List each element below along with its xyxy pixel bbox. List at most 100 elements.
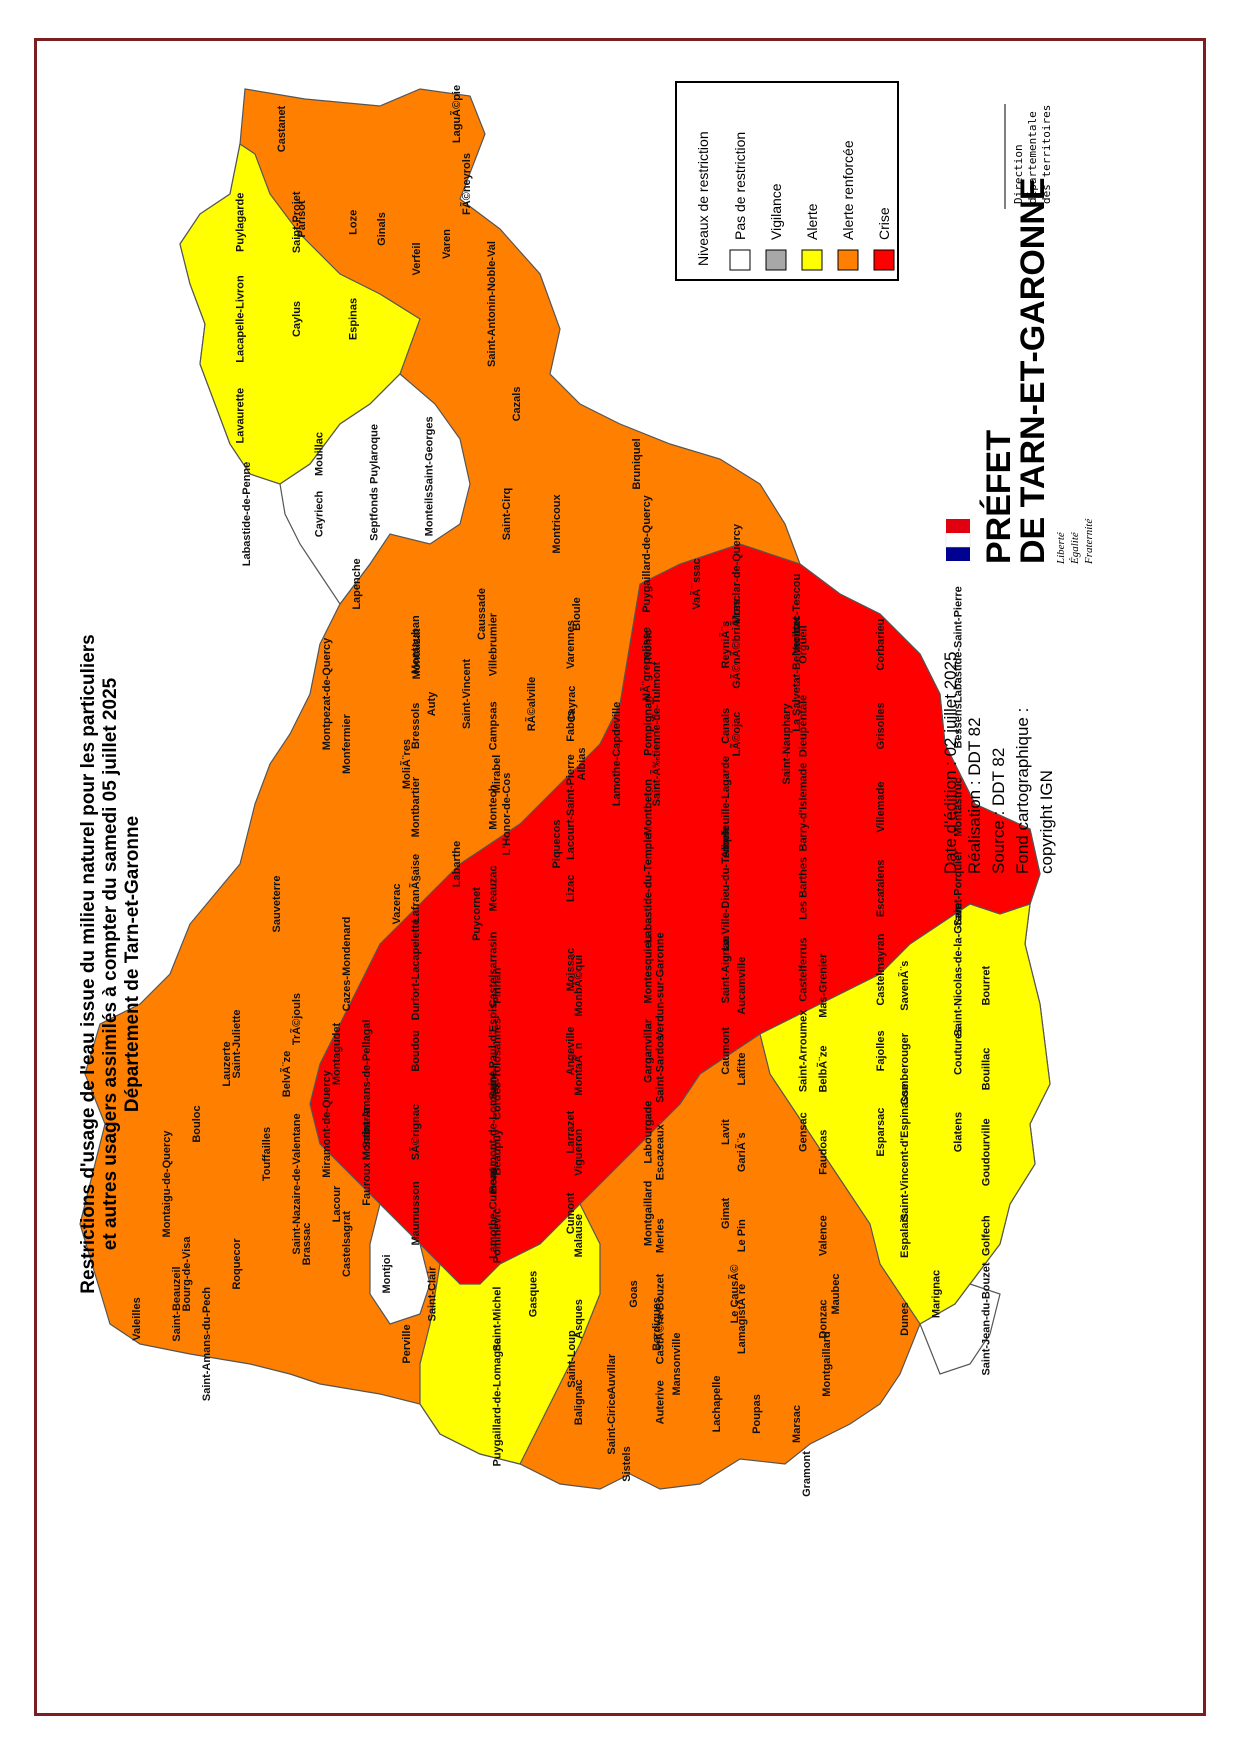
municipality-label: Durfort-Lacapelette bbox=[410, 919, 422, 1020]
municipality-label: Roquecor bbox=[231, 1238, 243, 1290]
municipality-label: Finhan bbox=[492, 967, 504, 1003]
municipality-label: Caylus bbox=[291, 301, 303, 337]
municipality-label: Mas-Grenier bbox=[817, 953, 829, 1018]
municipality-label: Nohic bbox=[642, 629, 654, 660]
municipality-label: Castelferrus bbox=[797, 937, 809, 1001]
municipality-label: Saint-Aignan bbox=[720, 935, 732, 1003]
municipality-label: Cordes-Tolosannes bbox=[492, 1018, 504, 1120]
legend-label: Crise bbox=[876, 207, 892, 240]
municipality-label: Castelsagrat bbox=[341, 1211, 353, 1277]
title-line-3: Département de Tarn-et-Garonne bbox=[122, 816, 143, 1112]
source: Source : DDT 82 bbox=[989, 748, 1008, 874]
municipality-label: Saint-Amans-du-Pech bbox=[201, 1287, 213, 1402]
municipality-label: Maumusson bbox=[410, 1181, 422, 1245]
municipality-label: Saint-Ã‰tienne-de-Tulmont bbox=[650, 661, 663, 806]
flag-blue bbox=[946, 547, 970, 561]
municipality-label: Saint-Vincent-d'Espinasse bbox=[899, 1084, 911, 1222]
municipality-label: Albias bbox=[576, 747, 588, 780]
municipality-label: Villemade bbox=[875, 782, 887, 833]
municipality-label: Larrazet bbox=[565, 1110, 577, 1153]
municipality-label: Balignac bbox=[573, 1379, 585, 1425]
municipality-label: Saint-Paul-d'Espis bbox=[487, 1003, 499, 1099]
municipality-label: Lizac bbox=[565, 875, 577, 903]
map-frame bbox=[34, 38, 1206, 1716]
legend-swatch bbox=[837, 249, 859, 271]
municipality-label: Escatalens bbox=[875, 860, 887, 917]
municipality-label: Varennes bbox=[565, 620, 577, 669]
legend-swatch bbox=[801, 249, 823, 271]
municipality-label: Lacour bbox=[331, 1185, 343, 1222]
municipality-label: Puygaillard-de-Lomagne bbox=[492, 1338, 504, 1466]
municipality-label: Sistels bbox=[621, 1446, 633, 1481]
municipality-label: FÃ©neyrols bbox=[460, 153, 473, 215]
municipality-label: GariÃ¨s bbox=[735, 1132, 748, 1172]
municipality-label: Monclar-de-Quercy bbox=[731, 523, 743, 624]
municipality-label: Puylaroque bbox=[369, 424, 381, 484]
municipality-label: Lamothe-Cumont bbox=[487, 1168, 499, 1259]
municipality-label: Saint-Cirice bbox=[606, 1393, 618, 1454]
legend-swatch bbox=[765, 249, 787, 271]
municipality-label: Moissac bbox=[565, 948, 577, 991]
zone-sans-restriction-south bbox=[919, 1283, 1001, 1375]
municipality-label: LÃ©ojac bbox=[730, 712, 743, 757]
municipality-label: Labourgade bbox=[642, 1101, 654, 1164]
municipality-label: Brassac bbox=[301, 1223, 313, 1266]
logo-motto-1: Liberté bbox=[1055, 531, 1067, 565]
municipality-label: Verfeil bbox=[411, 242, 423, 275]
municipality-label: Saint-Projet bbox=[291, 191, 303, 253]
municipality-label: Goas bbox=[628, 1280, 640, 1308]
municipality-label: Fauroux bbox=[361, 1161, 373, 1205]
municipality-label: Corbarieu bbox=[875, 619, 887, 671]
municipality-label: Malause bbox=[573, 1214, 585, 1257]
municipality-label: Verlhac-Tescou bbox=[791, 574, 803, 655]
municipality-label: Le CausÃ© bbox=[728, 1265, 741, 1324]
municipality-label: La Salvetat-Belmontet bbox=[791, 616, 803, 732]
municipality-label: Varen bbox=[441, 229, 453, 259]
ddt-line-2: départementale bbox=[1026, 111, 1039, 204]
municipality-label: CastÃ©ra-Bouzet bbox=[654, 1273, 667, 1364]
municipality-label: Lachapelle bbox=[711, 1376, 723, 1433]
municipality-label: Gramont bbox=[801, 1451, 813, 1497]
logo-motto-2: Égalité bbox=[1069, 531, 1081, 565]
municipality-label: Castelsarrasin bbox=[487, 931, 499, 1007]
municipality-label: Bruniquel bbox=[631, 438, 643, 489]
municipality-label: Lacourt-Saint-Pierre bbox=[565, 754, 577, 860]
municipality-label: Montjoi bbox=[381, 1254, 393, 1293]
municipality-label: Coutures bbox=[952, 1027, 964, 1075]
municipality-label: Lamothe-Capdeville bbox=[611, 702, 623, 807]
municipality-label: Saint-Porquier bbox=[952, 850, 964, 927]
title-block: Restrictions d'usage de l'eau issue du m… bbox=[78, 634, 143, 1293]
municipality-label: Valeilles bbox=[131, 1297, 143, 1340]
municipality-label: NÃ¨grepelisse bbox=[640, 627, 653, 701]
municipality-label: Labastide-de-Penne bbox=[241, 462, 253, 567]
municipality-label: Glatens bbox=[952, 1112, 964, 1152]
municipality-label: Barry-d'Islemade bbox=[797, 763, 809, 852]
municipality-label: Montaigu-de-Quercy bbox=[161, 1130, 173, 1238]
municipality-label: Fajolles bbox=[875, 1030, 887, 1071]
municipality-label: Puylagarde bbox=[234, 193, 246, 252]
municipality-label: Montauban bbox=[410, 615, 422, 674]
edition-date: Date d'édition : 02 juillet 2025 bbox=[941, 651, 960, 874]
municipality-label: Faudoas bbox=[817, 1130, 829, 1175]
municipality-label: Valence bbox=[817, 1215, 829, 1256]
municipality-label: Puycornet bbox=[471, 887, 483, 941]
municipality-label: LaguÃ©pie bbox=[450, 85, 463, 143]
municipality-label: Cazals bbox=[511, 387, 523, 422]
municipality-label: Angeville bbox=[565, 1026, 577, 1075]
municipality-label: Bouillac bbox=[980, 1048, 992, 1091]
municipality-label: Montricoux bbox=[551, 493, 563, 553]
municipality-label: BelbÃ¨ze bbox=[816, 1045, 829, 1092]
municipality-label: La Ville-Dieu-du-Temple bbox=[720, 826, 732, 950]
municipality-label: Marignac bbox=[931, 1270, 943, 1318]
municipality-label: Saint-Cirq bbox=[501, 488, 513, 541]
municipality-label: Cumont bbox=[565, 1192, 577, 1234]
logo-prefet: PRÉFET bbox=[980, 430, 1018, 564]
municipality-label: Comberouger bbox=[899, 1032, 911, 1105]
flag-white bbox=[945, 532, 971, 548]
municipality-label: Auty bbox=[426, 691, 438, 716]
legend-box bbox=[675, 81, 899, 281]
title-line-1: Restrictions d'usage de l'eau issue du m… bbox=[78, 634, 99, 1293]
municipality-label: Monfermier bbox=[341, 713, 353, 774]
municipality-label: Auvillar bbox=[606, 1353, 618, 1394]
municipality-label: Ginals bbox=[376, 212, 388, 246]
